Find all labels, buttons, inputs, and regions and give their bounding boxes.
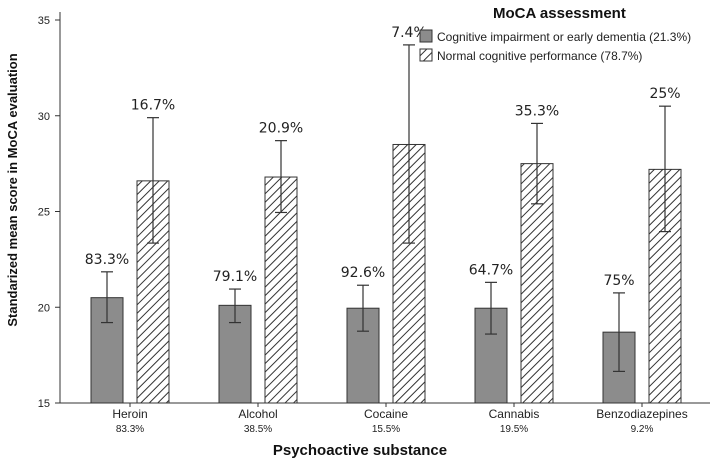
y-axis: 15 20 25 30 35 [38, 12, 61, 410]
category-share-label: 19.5% [500, 424, 528, 435]
bar-normal [264, 176, 298, 404]
y-tick-label: 30 [38, 111, 50, 123]
x-tick-label: Cannabis [489, 407, 540, 421]
bars: 83.3% 16.7% 79.1% 20.9% 92.6% 7.4% 64.7% 35.3% 7… [85, 25, 682, 404]
category-share-label: 38.5% [244, 424, 272, 435]
category-share-label: 15.5% [372, 424, 400, 435]
legend-title: MoCA assessment [493, 5, 626, 22]
x-tick-label: Benzodiazepines [596, 407, 687, 421]
y-tick-label: 35 [38, 15, 50, 27]
legend-swatch-normal [419, 48, 433, 62]
legend-swatch-impairment [419, 29, 433, 43]
data-label-impairment: 64.7% [469, 262, 513, 278]
data-label-normal: 20.9% [259, 121, 303, 137]
data-label-normal: 16.7% [131, 98, 175, 114]
legend-label-normal: Normal cognitive performance (78.7%) [437, 49, 642, 63]
y-tick-label: 15 [38, 398, 50, 410]
data-label-impairment: 79.1% [213, 269, 257, 285]
x-axis-title: Psychoactive substance [273, 442, 447, 459]
category-share-label: 9.2% [631, 424, 654, 435]
data-label-normal: 25% [649, 86, 680, 102]
x-tick-label: Cocaine [364, 407, 408, 421]
y-axis-title: Standarized mean score in MoCA evaluatio… [5, 53, 20, 326]
x-tick-label: Heroin [112, 407, 147, 421]
y-tick-label: 20 [38, 302, 50, 314]
category-share-label: 83.3% [116, 424, 144, 435]
data-label-normal: 35.3% [515, 103, 559, 119]
data-label-impairment: 92.6% [341, 265, 385, 281]
legend-label-impairment: Cognitive impairment or early dementia (… [437, 30, 691, 44]
x-tick-label: Alcohol [238, 407, 277, 421]
data-label-impairment: 75% [603, 273, 634, 289]
x-axis: Heroin 83.3% Alcohol 38.5% Cocaine 15.5% Canna… [60, 402, 710, 435]
legend: MoCA assessment Cognitive impairment or … [419, 5, 691, 63]
data-label-normal: 7.4% [391, 25, 427, 41]
y-tick-label: 25 [38, 207, 50, 219]
data-label-impairment: 83.3% [85, 252, 129, 268]
